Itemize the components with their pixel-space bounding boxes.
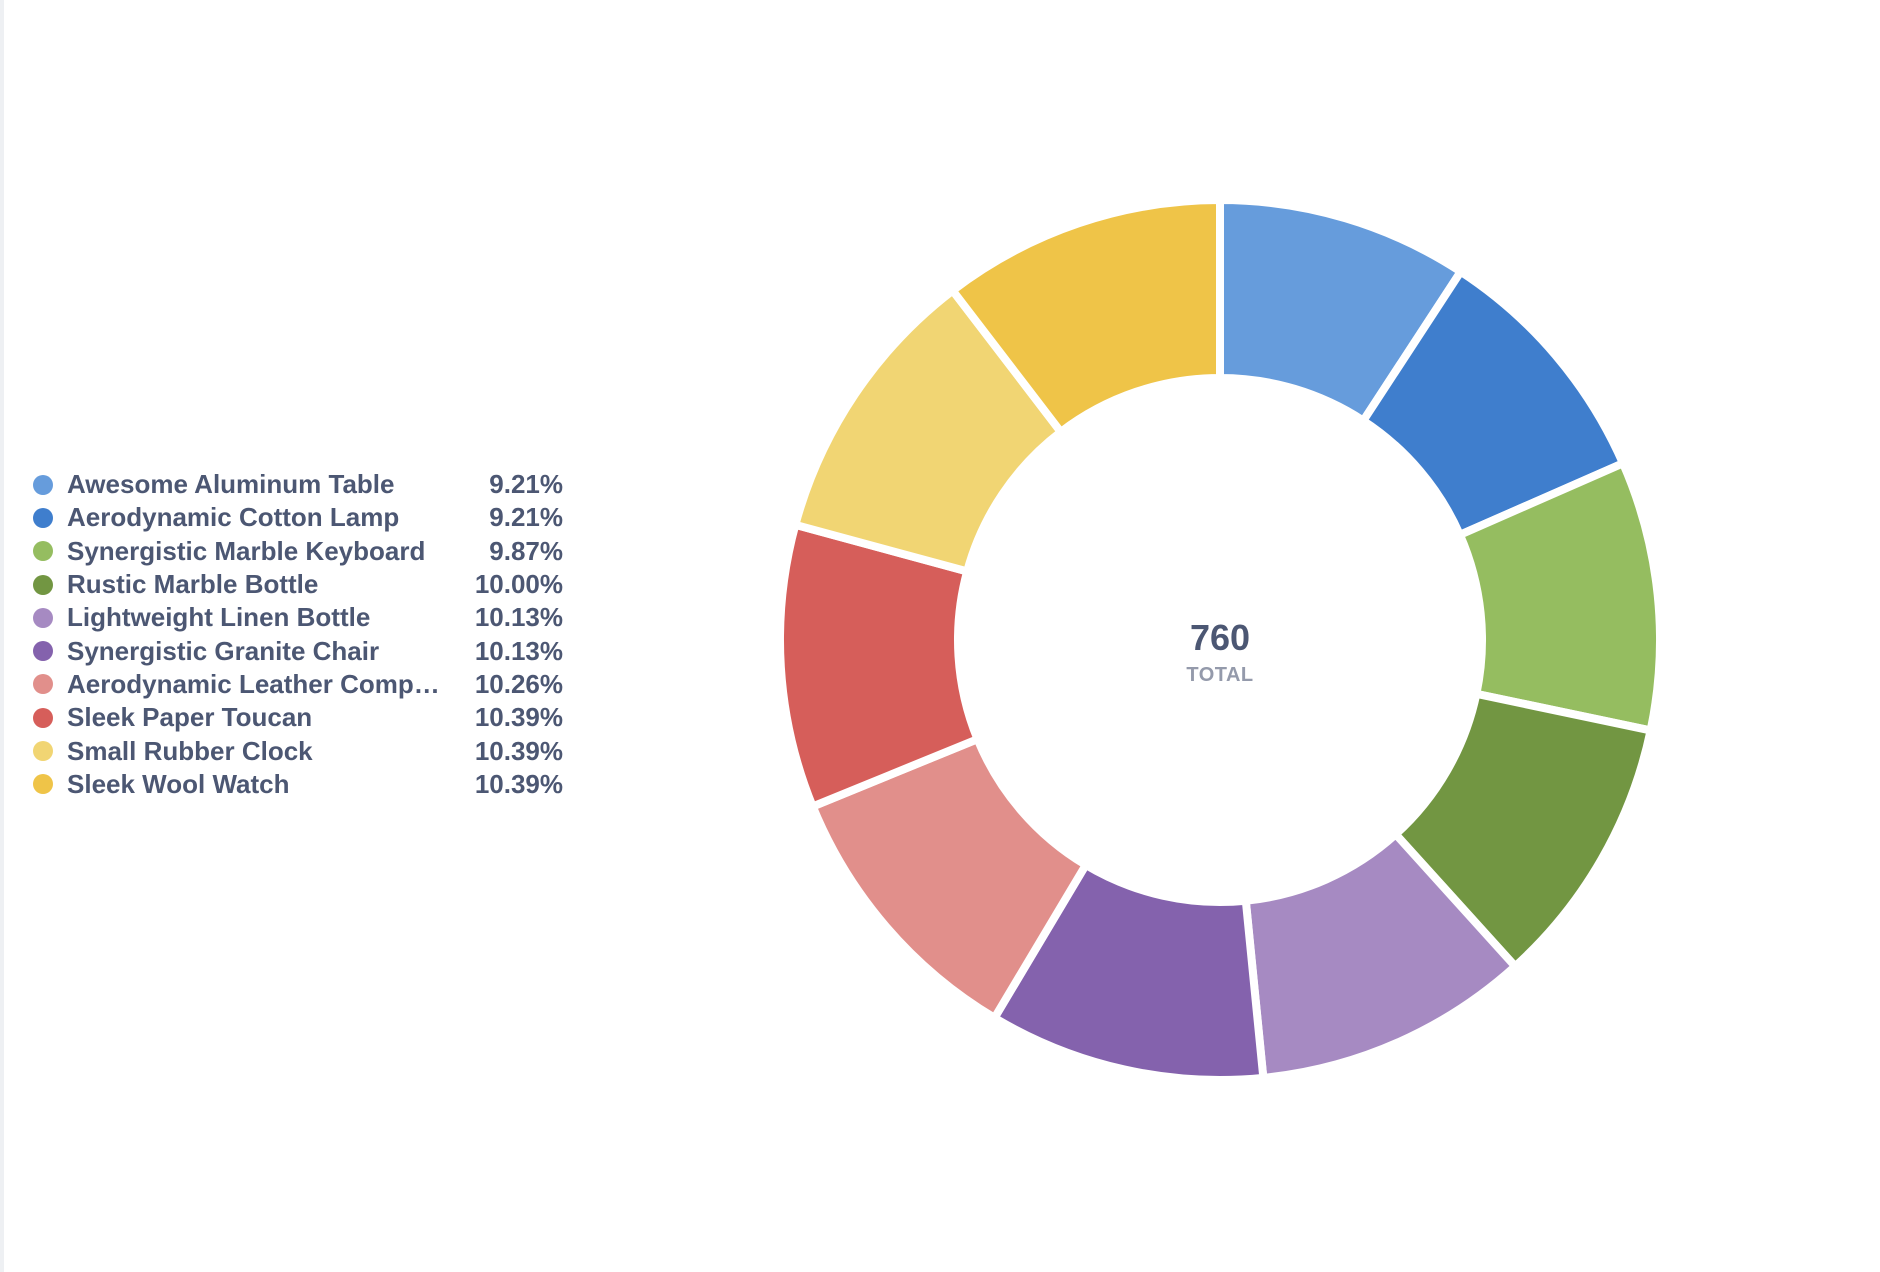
legend-label: Sleek Paper Toucan [67, 702, 313, 733]
legend-color-dot [33, 641, 53, 662]
legend-color-dot [33, 607, 53, 628]
legend-color-dot [33, 741, 53, 762]
legend-item[interactable]: Lightweight Linen Bottle 10.13% [28, 601, 568, 634]
legend-percent: 10.39% [474, 702, 563, 733]
card-border [0, 0, 4, 1272]
donut-chart: 760 TOTAL [760, 180, 1680, 1100]
legend-item[interactable]: Aerodynamic Cotton Lamp 9.21% [28, 501, 568, 534]
legend-item[interactable]: Awesome Aluminum Table 9.21% [28, 468, 568, 501]
legend-color-dot [33, 674, 53, 695]
legend-label: Awesome Aluminum Table [67, 469, 395, 500]
legend-item[interactable]: Synergistic Granite Chair 10.13% [28, 634, 568, 667]
legend-label: Small Rubber Clock [67, 735, 313, 766]
legend-label: Lightweight Linen Bottle [67, 602, 371, 633]
legend-color-dot [33, 774, 53, 795]
legend-color-dot [33, 507, 53, 528]
legend-percent: 9.87% [489, 535, 563, 566]
legend-percent: 10.13% [474, 635, 563, 666]
legend-color-dot [33, 574, 53, 595]
legend-percent: 10.39% [474, 768, 563, 799]
legend-label: Synergistic Granite Chair [67, 635, 380, 666]
legend-percent: 10.39% [474, 735, 563, 766]
legend-color-dot [33, 541, 53, 562]
legend-label: Aerodynamic Cotton Lamp [67, 502, 400, 533]
legend-item[interactable]: Sleek Wool Watch 10.39% [28, 768, 568, 801]
legend-item[interactable]: Rustic Marble Bottle 10.00% [28, 568, 568, 601]
total-label: TOTAL [1186, 664, 1253, 686]
legend-color-dot [33, 474, 53, 495]
donut-slice[interactable] [947, 195, 1224, 438]
legend-label: Aerodynamic Leather Comput… [67, 668, 447, 699]
legend-item[interactable]: Synergistic Marble Keyboard 9.87% [28, 535, 568, 568]
donut-svg: 760 TOTAL [776, 195, 1664, 1084]
legend-item[interactable]: Aerodynamic Leather Comput… 10.26% [28, 668, 568, 701]
legend-percent: 10.00% [474, 569, 563, 600]
total-value: 760 [1190, 617, 1250, 658]
legend-label: Sleek Wool Watch [67, 768, 290, 799]
legend-percent: 10.26% [474, 668, 563, 699]
legend-color-dot [33, 707, 53, 728]
legend-percent: 9.21% [489, 469, 563, 500]
legend-label: Rustic Marble Bottle [67, 569, 319, 600]
legend-item[interactable]: Small Rubber Clock 10.39% [28, 734, 568, 767]
legend-item[interactable]: Sleek Paper Toucan 10.39% [28, 701, 568, 734]
legend-percent: 10.13% [474, 602, 563, 633]
chart-legend: Awesome Aluminum Table 9.21% Aerodynamic C… [28, 468, 568, 801]
legend-label: Synergistic Marble Keyboard [67, 535, 426, 566]
donut-slices [776, 195, 1664, 1084]
legend-percent: 9.21% [489, 502, 563, 533]
